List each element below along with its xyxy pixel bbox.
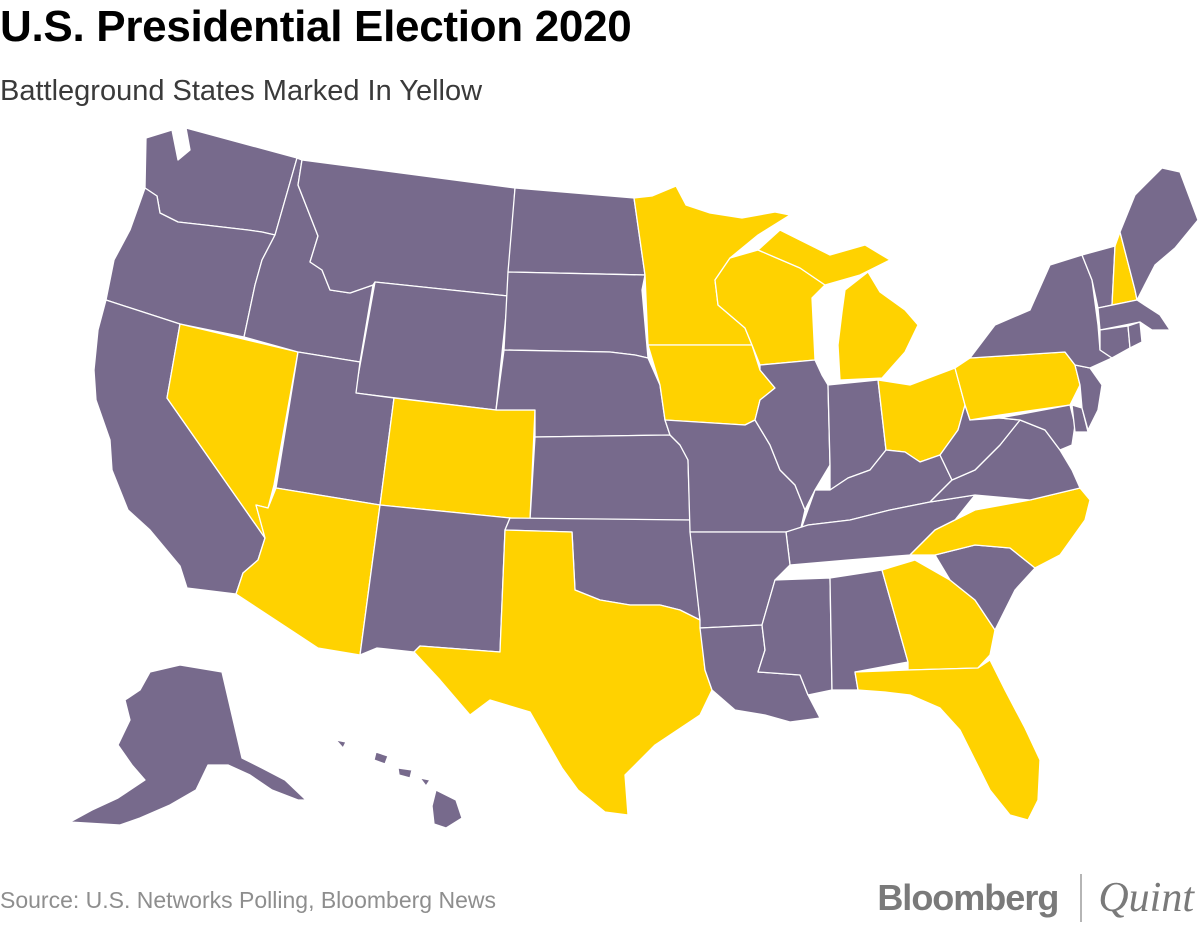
state-ia: [647, 344, 776, 426]
state-md: [999, 404, 1076, 451]
state-ri: [1127, 321, 1143, 349]
bloomberg-wordmark: Bloomberg: [877, 877, 1059, 918]
state-ak: [69, 664, 307, 826]
brand-logo: Bloomberg Quint: [877, 868, 1194, 928]
state-de: [1071, 404, 1089, 433]
state-co: [379, 397, 536, 521]
state-az: [235, 487, 381, 656]
state-sd: [503, 271, 649, 359]
state-nd: [507, 187, 646, 276]
state-fl: [854, 659, 1041, 821]
state-mi: [757, 229, 919, 381]
state-ny: [969, 254, 1113, 369]
brand-divider: [1080, 874, 1083, 922]
state-me: [1119, 167, 1199, 301]
state-ks: [529, 434, 691, 521]
state-wy: [354, 281, 509, 411]
state-ga: [881, 559, 996, 671]
state-hi: [335, 739, 463, 829]
state-nc: [909, 487, 1091, 569]
state-tn: [785, 494, 976, 566]
state-mt: [297, 159, 516, 297]
state-nj: [1074, 364, 1103, 431]
state-ct: [1099, 325, 1131, 359]
state-tx: [413, 529, 713, 816]
chart-subtitle: Battleground States Marked In Yellow: [0, 75, 483, 107]
quint-wordmark: Quint: [1098, 875, 1194, 921]
state-nm: [359, 504, 511, 656]
state-il: [754, 359, 831, 511]
source-note: Source: U.S. Networks Polling, Bloomberg…: [0, 887, 496, 913]
chart-title: U.S. Presidential Election 2020: [0, 2, 632, 51]
